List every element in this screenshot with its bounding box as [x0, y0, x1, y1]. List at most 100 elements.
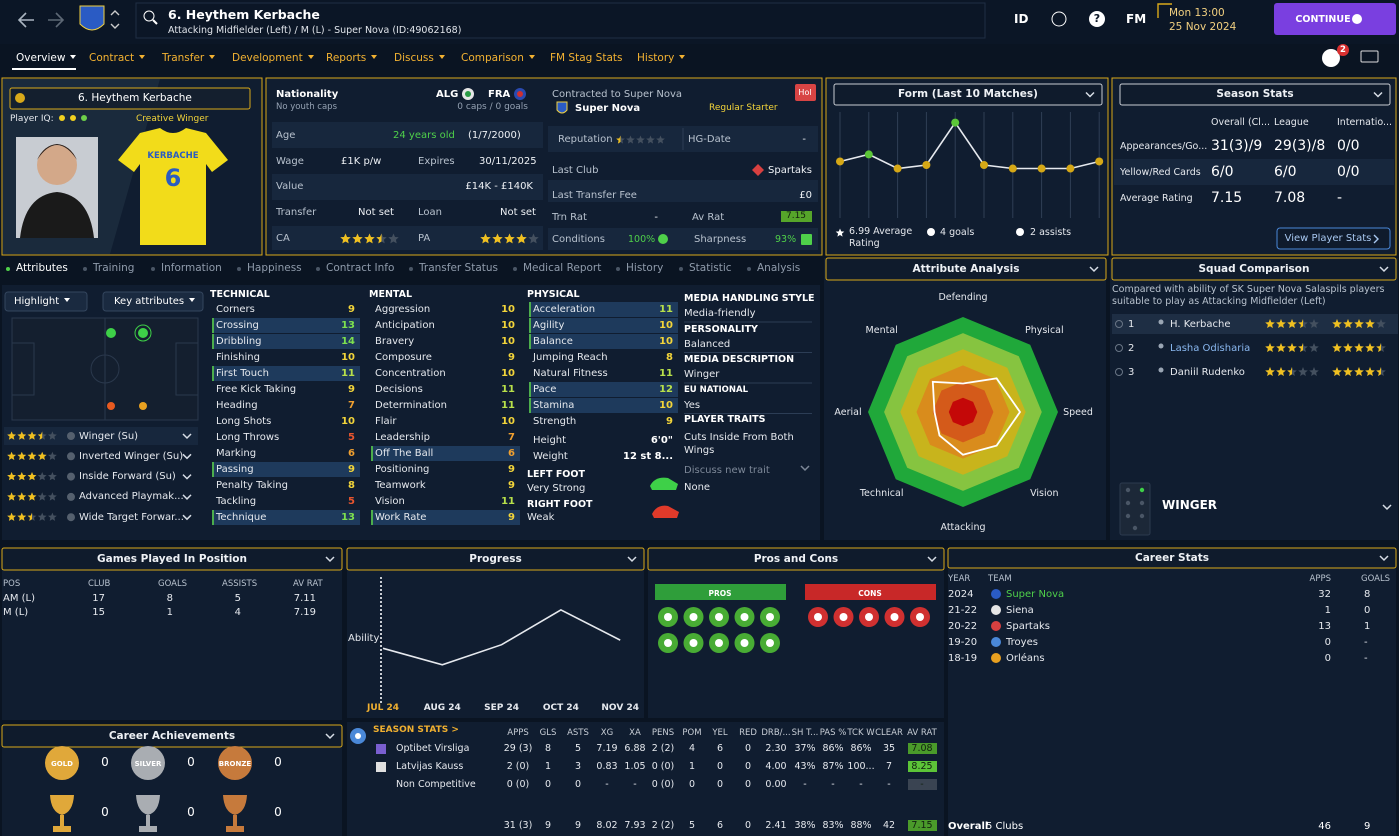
nav-item[interactable]: History: [637, 52, 685, 65]
tab[interactable]: Information: [161, 262, 222, 274]
cell: Troyes: [1006, 637, 1038, 648]
competition-name: Optibet Virsliga: [396, 743, 470, 754]
continue-button[interactable]: [1274, 3, 1396, 35]
player-name[interactable]: Daniil Rudenko: [1170, 366, 1245, 378]
tab[interactable]: Happiness: [247, 262, 302, 274]
stat-value: 0/0: [1337, 138, 1360, 154]
section-title[interactable]: SEASON STATS >: [373, 725, 459, 735]
attribute-name: First Touch: [216, 368, 269, 379]
star-rating: [7, 512, 57, 521]
continue-label[interactable]: CONTINUE: [1295, 14, 1351, 25]
cell: 0: [744, 779, 752, 790]
star: [1298, 319, 1303, 328]
value: 30/11/2025: [479, 156, 537, 167]
tab[interactable]: Transfer Status: [419, 262, 499, 274]
radar-axis-label: Vision: [1030, 487, 1059, 499]
attribute-name: Finishing: [216, 352, 260, 363]
star: [646, 135, 655, 144]
cell: 7: [885, 761, 893, 772]
cell: 7.19: [596, 743, 618, 754]
cell: Orléans: [1006, 653, 1045, 664]
column-header: YEAR: [948, 574, 971, 584]
role-name[interactable]: Wide Target Forwar...: [79, 511, 184, 523]
role-name[interactable]: Inside Forward (Su): [79, 471, 176, 483]
role-name[interactable]: Advanced Playmak...: [79, 491, 184, 503]
nav-item[interactable]: Overview: [16, 52, 76, 65]
panel-header: [346, 547, 645, 571]
rank: 3: [1128, 366, 1135, 378]
nav-item[interactable]: Development: [232, 52, 314, 65]
nav-item[interactable]: Contract: [89, 52, 145, 65]
cell: AM (L): [3, 593, 36, 604]
star-rating: [340, 233, 399, 244]
help-icon: [1089, 11, 1105, 27]
panel-title: Progress: [469, 552, 522, 565]
star: [364, 233, 375, 244]
column-header: DRB/...: [761, 728, 791, 738]
attribute-name: Positioning: [375, 464, 430, 475]
stat-value: 31(3)/9: [1211, 138, 1263, 154]
nav-item[interactable]: Comparison: [461, 52, 535, 65]
nav-item[interactable]: Transfer: [162, 52, 215, 65]
goal-icon: [927, 228, 935, 236]
key-band: [529, 334, 678, 349]
help-button[interactable]: ?: [1093, 12, 1101, 25]
fm-button[interactable]: FM: [1126, 12, 1147, 26]
label: Contracted to Super Nova: [552, 89, 683, 100]
section-title: LEFT FOOT: [527, 469, 585, 480]
attribute-value: 10: [501, 416, 515, 427]
panel-title: Pros and Cons: [753, 552, 839, 565]
trophy-count: 0: [187, 805, 195, 819]
stat-value: 6/0: [1211, 164, 1234, 180]
id-button[interactable]: ID: [1014, 12, 1029, 26]
attribute-name: Stamina: [533, 400, 575, 411]
attribute-value: 11: [501, 400, 515, 411]
pitch-line: [175, 342, 199, 396]
tab[interactable]: Attributes: [16, 262, 68, 274]
nav-item[interactable]: Reports: [326, 52, 377, 65]
role-name[interactable]: Inverted Winger (Su): [79, 450, 184, 462]
pro-icon: [766, 639, 774, 647]
cell: 0 (0): [651, 779, 675, 790]
chevron: [1373, 234, 1379, 244]
total-cell: 9: [1364, 821, 1371, 832]
position-dot: [139, 402, 147, 410]
value: -: [654, 212, 658, 223]
label: 0 caps / 0 goals: [457, 102, 528, 112]
club-icon: [752, 164, 764, 176]
dropdown-caret: [325, 556, 335, 563]
tab[interactable]: Analysis: [757, 262, 801, 274]
value: £14K - £140K: [465, 181, 533, 192]
row-band: [272, 122, 543, 148]
tab[interactable]: History: [626, 262, 664, 274]
pro-icon: [740, 639, 749, 647]
attribute-name: Anticipation: [375, 320, 435, 331]
player-name[interactable]: H. Kerbache: [1170, 318, 1231, 330]
view-stats-button[interactable]: [1276, 227, 1391, 250]
tab[interactable]: Contract Info: [326, 262, 395, 274]
star: [37, 512, 47, 521]
cell: 8: [166, 593, 173, 604]
tab[interactable]: Medical Report: [523, 262, 602, 274]
nav-item[interactable]: FM Stag Stats: [550, 52, 623, 64]
discuss-trait[interactable]: Discuss new trait: [684, 465, 770, 476]
key-marker: [529, 302, 531, 317]
trophy: [50, 795, 74, 832]
star: [17, 451, 27, 460]
tab[interactable]: Statistic: [689, 262, 732, 274]
nav-item[interactable]: Discuss: [394, 52, 445, 65]
tab[interactable]: Training: [93, 262, 135, 274]
medal-count: 0: [101, 755, 109, 769]
cell: 0: [716, 761, 724, 772]
cell: 38%: [794, 820, 816, 831]
value: Spartaks: [768, 165, 812, 176]
dropdown-label[interactable]: Highlight: [14, 295, 70, 308]
dropdown-label[interactable]: Key attributes: [114, 295, 195, 308]
row-band: [272, 174, 543, 200]
label: Transfer: [276, 207, 317, 218]
star: [37, 472, 47, 481]
role-name[interactable]: Winger (Su): [79, 430, 139, 442]
star: [1265, 319, 1275, 328]
view-stats-label[interactable]: View Player Stats: [1284, 233, 1372, 244]
player-name[interactable]: Lasha Odisharia: [1170, 342, 1251, 354]
